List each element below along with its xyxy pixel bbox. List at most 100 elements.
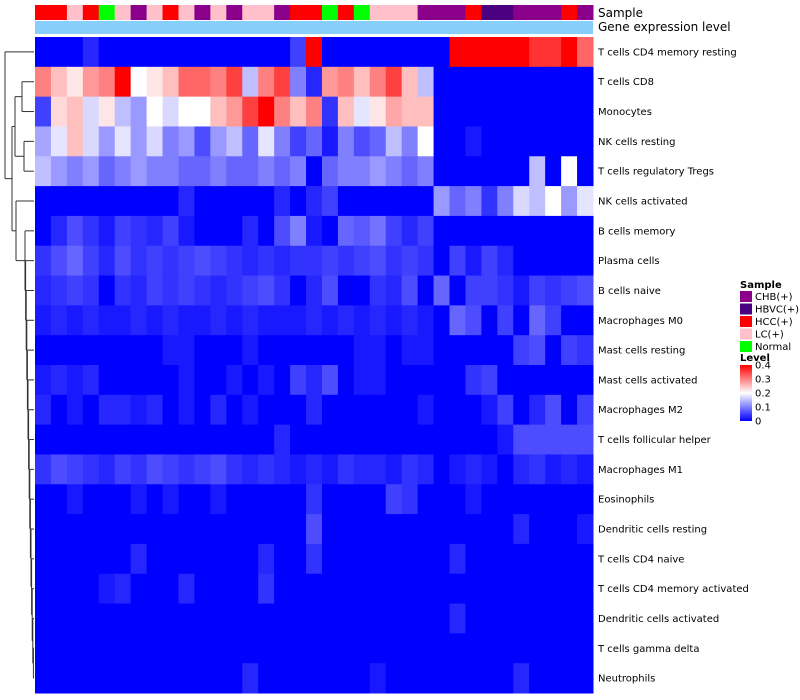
heatmap-cell — [35, 365, 52, 396]
heatmap-cell — [449, 633, 466, 664]
heatmap-cell — [337, 365, 355, 396]
expression-annotation-label: Gene expression level — [598, 20, 731, 34]
heatmap-cell — [529, 514, 546, 545]
heatmap-cell — [274, 275, 291, 306]
heatmap-cell — [337, 543, 355, 575]
heatmap-cell — [146, 603, 164, 634]
heatmap-cell — [210, 96, 227, 127]
heatmap-cell — [353, 305, 371, 336]
heatmap-cell — [290, 305, 307, 336]
heatmap-cell — [449, 215, 466, 247]
heatmap-cell — [194, 66, 211, 98]
heatmap-cell — [258, 335, 275, 366]
heatmap-cell — [194, 365, 211, 396]
heatmap-cell — [497, 245, 514, 277]
heatmap-cells — [35, 37, 594, 694]
heatmap-cell — [82, 37, 100, 68]
heatmap-cell — [306, 96, 323, 127]
heatmap-cell — [162, 275, 179, 306]
heatmap-cell — [401, 514, 419, 545]
heatmap-cell — [465, 394, 482, 426]
sample-annot-cell — [481, 5, 498, 20]
heatmap-cell — [82, 454, 100, 485]
heatmap-cell — [194, 663, 211, 694]
heatmap-cell — [401, 126, 419, 157]
heatmap-cell — [114, 365, 132, 396]
heatmap-cell — [529, 245, 546, 277]
heatmap-cell — [306, 126, 323, 157]
heatmap-cell — [513, 394, 530, 426]
heatmap-cell — [306, 633, 323, 664]
heatmap-cell — [226, 603, 243, 634]
heatmap-cell — [561, 633, 578, 664]
heatmap-cell — [274, 126, 291, 157]
heatmap-cell — [369, 365, 387, 396]
heatmap-cell — [545, 543, 562, 575]
heatmap-cell — [561, 126, 578, 157]
heatmap-cell — [242, 573, 259, 605]
heatmap-cell — [210, 484, 227, 515]
heatmap-cell — [497, 543, 514, 575]
heatmap-cell — [274, 365, 291, 396]
heatmap-cell — [50, 96, 68, 127]
heatmap-cell — [321, 543, 339, 575]
heatmap-cell — [178, 245, 195, 277]
heatmap-cell — [50, 245, 68, 277]
heatmap-cell — [258, 484, 275, 515]
heatmap-cell — [146, 305, 164, 336]
heatmap-cell — [226, 514, 243, 545]
heatmap-cell — [353, 543, 371, 575]
heatmap-cell — [242, 126, 259, 157]
heatmap-cell — [98, 573, 116, 605]
heatmap-cell — [337, 484, 355, 515]
heatmap-cell — [226, 305, 243, 336]
heatmap-cell — [417, 633, 435, 664]
sample-legend-label: CHB(+) — [755, 292, 793, 303]
heatmap-cell — [82, 126, 100, 157]
heatmap-cell — [369, 424, 387, 455]
row-label: Dendritic cells resting — [598, 525, 707, 536]
heatmap-cell — [162, 484, 179, 515]
heatmap-cell — [178, 186, 195, 217]
heatmap-cell — [66, 603, 84, 634]
heatmap-cell — [449, 37, 466, 68]
heatmap-cell — [306, 365, 323, 396]
level-tick-label: 0.4 — [755, 361, 771, 372]
heatmap-cell — [258, 275, 275, 306]
sample-legend-swatch — [740, 303, 752, 315]
heatmap-cell — [497, 573, 514, 605]
heatmap-cell — [417, 275, 435, 306]
heatmap-cell — [385, 454, 403, 485]
heatmap-cell — [50, 424, 68, 455]
heatmap-cell — [465, 156, 482, 187]
heatmap-cell — [449, 126, 466, 157]
heatmap-cell — [321, 484, 339, 515]
sample-annot-cell — [513, 5, 530, 20]
heatmap-cell — [98, 66, 116, 98]
heatmap-cell — [369, 96, 387, 127]
heatmap-cell — [306, 186, 323, 217]
heatmap-cell — [369, 126, 387, 157]
heatmap-cell — [513, 514, 530, 545]
heatmap-cell — [258, 603, 275, 634]
heatmap-cell — [513, 573, 530, 605]
heatmap-cell — [35, 603, 52, 634]
heatmap-cell — [98, 215, 116, 247]
heatmap-cell — [385, 514, 403, 545]
heatmap-cell — [82, 305, 100, 336]
heatmap-cell — [146, 573, 164, 605]
heatmap-cell — [226, 573, 243, 605]
heatmap-cell — [449, 663, 466, 694]
heatmap-cell — [321, 335, 339, 366]
sample-annot-cell — [353, 5, 371, 20]
heatmap-cell — [497, 484, 514, 515]
heatmap-cell — [369, 66, 387, 98]
heatmap-cell — [98, 126, 116, 157]
heatmap-cell — [146, 424, 164, 455]
heatmap-cell — [561, 454, 578, 485]
heatmap-cell — [50, 305, 68, 336]
sample-legend-items: CHB(+) HBVC(+)HCC(+) LC(+)Normal — [740, 291, 799, 353]
sample-annot-cell — [146, 5, 164, 20]
heatmap-cell — [561, 514, 578, 545]
heatmap-cell — [529, 305, 546, 336]
